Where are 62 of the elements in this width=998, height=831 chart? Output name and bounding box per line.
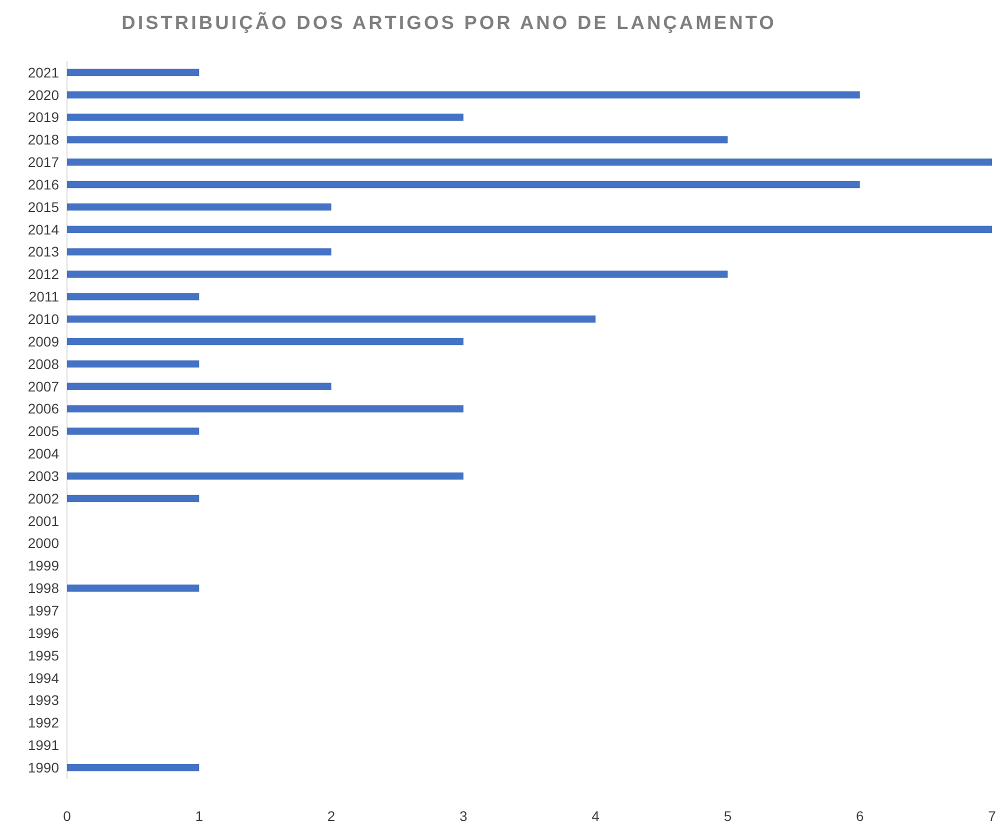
bar [67,338,464,346]
bar [67,114,464,121]
y-tick-label: 2011 [28,288,60,305]
y-tick-label: 1990 [28,759,60,776]
bar [67,405,464,412]
y-tick-label: 2021 [28,64,60,80]
y-tick-label: 1998 [28,580,60,596]
y-tick-label: 2003 [28,468,60,484]
x-tick-label: 2 [327,808,336,824]
bar [67,382,332,390]
bar [67,226,992,233]
bar [67,316,596,323]
x-tick-label: 1 [195,808,204,824]
bar [67,203,332,211]
y-tick-label: 2016 [28,176,60,192]
bar [67,293,200,300]
bar [67,764,200,772]
y-tick-label: 2000 [28,535,60,552]
x-tick-label: 3 [460,808,468,824]
y-tick-label: 2004 [28,446,60,462]
y-tick-label: 1991 [28,737,60,754]
y-tick-label: 2005 [28,423,60,440]
y-tick-label: 1995 [28,647,60,664]
y-tick-label: 2006 [28,400,60,417]
y-tick-label: 1997 [28,602,60,618]
bar [67,91,860,98]
y-tick-label: 2018 [28,132,60,148]
y-tick-label: 2010 [28,310,60,327]
bar [67,180,860,188]
x-tick-label: 0 [63,808,72,824]
y-tick-label: 2007 [28,378,60,394]
y-tick-label: 2015 [28,198,60,215]
x-tick-label: 4 [592,808,600,824]
y-tick-label: 2014 [28,221,60,238]
y-tick-label: 2008 [28,356,60,372]
y-tick-label: 1992 [28,714,60,731]
bar [67,68,200,76]
y-tick-label: 1999 [28,558,60,574]
chart-title: DISTRIBUIÇÃO DOS ARTIGOS POR ANO DE LANÇAMENTO [122,12,776,34]
bar [67,494,200,502]
bar [67,584,200,592]
bar [67,158,992,166]
bar [67,136,728,144]
y-tick-label: 2001 [28,512,60,529]
y-tick-label: 2002 [28,490,60,506]
y-tick-label: 1993 [28,692,60,708]
y-tick-label: 2013 [28,244,60,260]
y-tick-label: 1996 [28,624,60,641]
y-tick-label: 2012 [28,266,60,282]
bar [67,248,332,256]
y-tick-label: 2017 [28,154,60,170]
y-tick-label: 2019 [28,109,60,126]
bar [67,472,464,480]
x-tick-label: 5 [724,808,732,824]
y-tick-label: 2009 [28,333,60,350]
bar [67,360,200,368]
x-tick-label: 7 [988,808,996,824]
x-tick-label: 6 [856,808,864,824]
y-tick-label: 2020 [28,86,60,103]
bar [67,428,200,435]
y-tick-label: 1994 [28,670,60,686]
bar [67,270,728,278]
